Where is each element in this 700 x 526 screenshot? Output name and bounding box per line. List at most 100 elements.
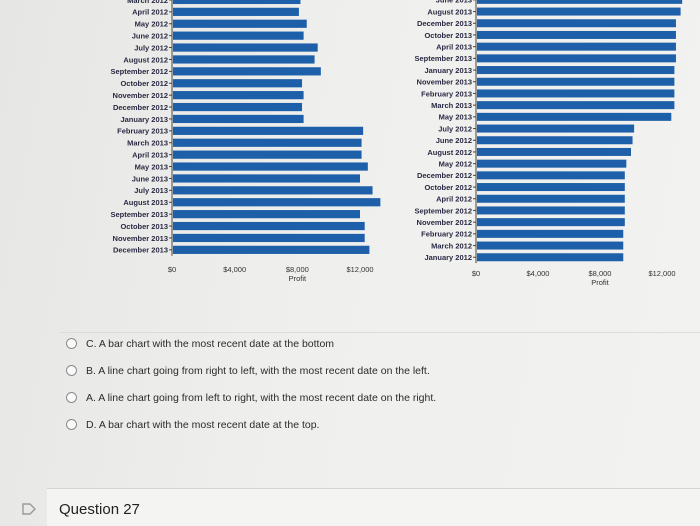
right-chart-bar	[477, 30, 676, 39]
right-chart-category-label: April 2012	[436, 195, 472, 204]
radio-option-a[interactable]	[66, 392, 77, 403]
left-chart-bar	[173, 186, 373, 195]
right-chart-category-label: December 2013	[417, 19, 472, 28]
left-chart-bar	[173, 91, 304, 100]
answer-options: C. A bar chart with the most recent date…	[66, 334, 686, 442]
flag-icon[interactable]	[22, 503, 36, 515]
left-chart-category-label: February 2013	[117, 127, 168, 136]
radio-option-c[interactable]	[66, 338, 77, 349]
right-chart-bar	[477, 124, 635, 133]
left-chart-category-label: March 2012	[127, 0, 168, 5]
right-chart-bar	[477, 19, 676, 28]
right-chart-category-label: June 2012	[436, 136, 472, 145]
left-chart-category-label: June 2013	[132, 174, 168, 183]
left-chart-category-label: November 2012	[113, 91, 168, 100]
right-chart-category-label: May 2012	[439, 159, 472, 168]
right-chart-bar	[477, 89, 675, 98]
question-title: Question 27	[59, 501, 140, 518]
right-chart-x-axis-label: Profit	[591, 278, 609, 287]
right-chart-category-label: November 2013	[417, 78, 472, 87]
option-b[interactable]: B. A line chart going from right to left…	[66, 361, 686, 388]
right-chart-bar	[477, 171, 625, 180]
left-chart-category-label: October 2012	[120, 79, 168, 88]
left-chart-bar	[173, 210, 360, 219]
right-chart-x-tick-label: $8,000	[589, 269, 612, 278]
option-d[interactable]: D. A bar chart with the most recent date…	[66, 415, 686, 442]
right-chart-bar	[477, 159, 627, 168]
right-chart-category-label: March 2013	[431, 101, 472, 110]
left-chart-category-label: April 2012	[132, 8, 168, 17]
left-chart-category-label: November 2013	[113, 234, 168, 243]
left-chart-category-label: May 2013	[135, 162, 168, 171]
radio-option-d[interactable]	[66, 419, 77, 430]
right-chart-x-tick-label: $0	[472, 269, 480, 278]
left-chart-bar	[173, 233, 365, 243]
left-chart-bar	[173, 126, 364, 135]
right-chart-category-label: February 2012	[421, 230, 472, 239]
left-chart-bar	[173, 114, 304, 124]
right-chart-category-label: October 2013	[424, 31, 472, 40]
left-chart-category-label: August 2013	[123, 198, 168, 207]
left-chart-category-label: July 2013	[134, 186, 168, 195]
options-divider	[60, 332, 700, 333]
option-c-label: C. A bar chart with the most recent date…	[86, 338, 335, 350]
right-chart-bar	[477, 112, 672, 121]
left-chart-bar	[173, 7, 299, 16]
left-chart-category-label: July 2012	[134, 43, 168, 52]
left-chart-x-tick-label: $4,000	[223, 265, 246, 274]
right-chart-bar	[477, 218, 625, 227]
left-chart-category-label: March 2013	[127, 139, 168, 148]
left-chart-bar	[173, 43, 318, 52]
left-chart-bar	[173, 174, 360, 183]
right-chart-bar	[477, 7, 681, 16]
left-chart-category-label: August 2012	[123, 55, 168, 64]
left-chart-x-tick-label: $12,000	[346, 265, 373, 274]
right-chart-category-label: December 2012	[417, 171, 472, 180]
right-chart-category-label: April 2013	[436, 42, 472, 51]
left-chart-bar	[173, 19, 307, 28]
right-chart-category-label: October 2012	[424, 183, 472, 192]
left-chart-category-label: May 2012	[135, 20, 168, 29]
left-chart-bar	[173, 0, 301, 5]
left-chart-category-label: December 2012	[113, 103, 168, 112]
left-chart-bar	[173, 67, 321, 76]
left-chart-x-tick-label: $0	[168, 265, 176, 274]
right-chart-bar	[477, 253, 624, 262]
left-chart-bar	[173, 79, 303, 88]
left-chart-bar	[173, 55, 315, 64]
right-chart-bar	[477, 54, 676, 63]
right-chart-x-tick-label: $4,000	[527, 269, 550, 278]
right-chart-svg: June 2013 August 2013 December 2013 October…	[414, 0, 683, 287]
left-chart-category-label: April 2013	[132, 150, 168, 159]
right-profit-bar-chart: June 2013 August 2013 December 2013 October…	[392, 0, 700, 295]
radio-option-b[interactable]	[66, 365, 77, 376]
option-c[interactable]: C. A bar chart with the most recent date…	[66, 334, 686, 361]
left-profit-bar-chart: March 2012 April 2012 May 2012 June 2012 Jul…	[0, 0, 400, 290]
option-d-label: D. A bar chart with the most recent date…	[86, 419, 320, 431]
left-chart-bar	[173, 31, 304, 40]
right-chart-bar	[477, 66, 675, 75]
right-chart-bar	[477, 229, 624, 238]
right-chart-bar	[477, 194, 625, 203]
right-chart-bar	[477, 42, 676, 51]
right-chart-category-label: March 2012	[431, 241, 472, 250]
left-chart-category-label: October 2013	[120, 222, 168, 231]
left-chart-bar	[173, 162, 368, 171]
right-chart-category-label: November 2012	[417, 218, 472, 227]
right-chart-x-tick-label: $12,000	[648, 269, 675, 278]
option-a[interactable]: A. A line chart going from left to right…	[66, 388, 686, 415]
left-chart-category-label: January 2013	[120, 115, 168, 124]
right-chart-category-label: September 2013	[414, 54, 472, 63]
question-header: Question 27	[47, 488, 700, 526]
right-chart-bar	[477, 183, 625, 192]
right-chart-category-label: January 2012	[424, 253, 472, 262]
right-chart-category-label: January 2013	[424, 66, 472, 75]
right-chart-bar	[477, 136, 633, 145]
left-chart-category-label: September 2012	[110, 67, 168, 76]
left-chart-bar	[173, 245, 370, 254]
right-chart-category-label: May 2013	[439, 113, 472, 122]
left-chart-bar	[173, 221, 365, 231]
left-chart-category-label: December 2013	[113, 246, 168, 255]
left-chart-bar	[173, 150, 362, 159]
right-chart-category-label: July 2012	[438, 124, 472, 133]
